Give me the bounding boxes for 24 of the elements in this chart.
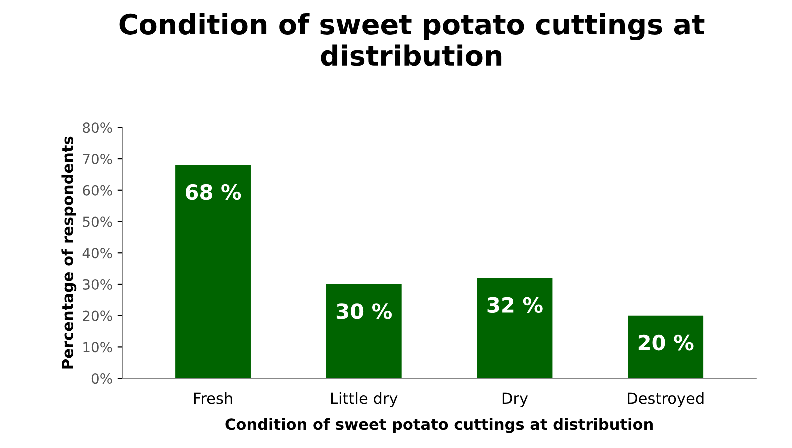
- y-tick-label: 10%: [84, 342, 112, 353]
- data-label: 32 %: [488, 297, 543, 314]
- data-label: 68 %: [186, 184, 242, 200]
- y-axis-title: Percentage of respondents: [62, 136, 77, 369]
- data-label: 30 %: [336, 304, 392, 320]
- y-tick-label: 0%: [92, 374, 112, 384]
- chart-title: Condition of sweet potato cuttings at distribution: [120, 13, 705, 66]
- y-tick-label: 70%: [83, 154, 112, 165]
- x-tick-label: Destroyed: [628, 392, 704, 408]
- y-tick-label: 50%: [83, 216, 112, 228]
- y-tick-label: 30%: [83, 279, 112, 290]
- y-tick-label: 80%: [83, 122, 112, 134]
- y-tick-label: 40%: [82, 248, 112, 259]
- x-tick-label: Little dry: [332, 392, 398, 408]
- bar: [176, 165, 251, 379]
- x-axis-title: Condition of sweet potato cuttings at distribution: [226, 418, 653, 434]
- x-tick-label: Fresh: [194, 392, 232, 404]
- bar: [326, 284, 402, 379]
- y-tick-label: 60%: [83, 185, 112, 196]
- y-tick-label: 20%: [83, 310, 112, 322]
- bar: [628, 316, 704, 379]
- x-tick-label: Dry: [502, 392, 528, 408]
- data-label: 20 %: [638, 334, 694, 351]
- bar: [477, 278, 553, 379]
